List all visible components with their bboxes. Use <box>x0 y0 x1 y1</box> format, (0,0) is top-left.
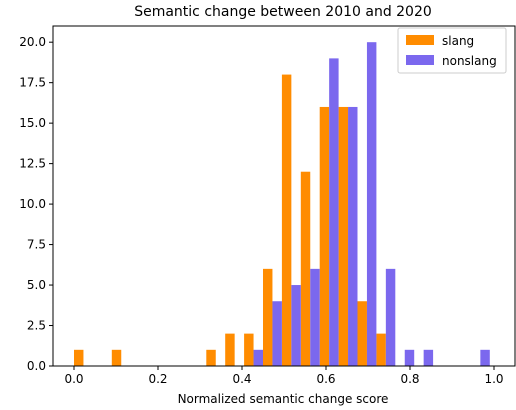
y-tick-label: 12.5 <box>19 157 46 171</box>
bar-nonslang-10 <box>272 301 282 366</box>
bar-slang-0 <box>74 349 84 366</box>
axes-group: 0.0 0.2 0.4 0.6 0.8 1.0 0.0 2.5 5.0 7.5 10.0 12.5 15… <box>19 25 516 386</box>
chart-title: Semantic change between 2010 and 2020 <box>134 4 432 20</box>
legend-label-slang: slang <box>442 34 474 48</box>
bar-slang-15 <box>357 301 367 366</box>
y-tick-label: 17.5 <box>19 76 46 90</box>
bar-nonslang-16 <box>385 268 396 366</box>
y-tick-label: 5.0 <box>27 278 46 292</box>
bar-nonslang-17 <box>404 349 415 366</box>
bar-nonslang-15 <box>366 42 377 366</box>
bar-nonslang-14 <box>348 106 358 366</box>
legend-swatch-nonslang <box>406 55 434 65</box>
bar-slang-7 <box>206 349 216 366</box>
bar-slang-12 <box>300 171 311 366</box>
bar-nonslang-13 <box>329 58 339 366</box>
bar-nonslang-9 <box>253 349 263 366</box>
bar-nonslang-18 <box>423 349 434 366</box>
bar-slang-10 <box>263 268 273 366</box>
y-tick-label: 10.0 <box>19 197 46 211</box>
x-axis-label: Normalized semantic change score <box>178 392 389 406</box>
x-tick-label: 0.0 <box>64 372 83 386</box>
x-tick-label: 1.0 <box>484 372 503 386</box>
y-tick-label: 15.0 <box>19 116 46 130</box>
plot-frame <box>52 25 516 367</box>
bar-slang-2 <box>111 349 122 366</box>
bar-slang-8 <box>225 333 235 366</box>
bar-slang-11 <box>281 74 292 367</box>
bar-nonslang-21 <box>480 349 490 366</box>
x-tick-label: 0.8 <box>400 372 419 386</box>
bar-slang-9 <box>244 333 254 366</box>
bar-slang-16 <box>376 333 386 366</box>
legend-label-nonslang: nonslang <box>442 54 497 68</box>
y-tick-label: 7.5 <box>27 238 46 252</box>
x-tick-label: 0.4 <box>232 372 251 386</box>
y-tick-label: 0.0 <box>27 359 46 373</box>
y-tick-label: 20.0 <box>19 35 46 49</box>
bar-slang-14 <box>338 106 349 366</box>
bars-group <box>74 42 490 367</box>
y-tick-label: 2.5 <box>27 319 46 333</box>
bar-slang-13 <box>319 106 330 366</box>
bar-nonslang-11 <box>291 285 301 366</box>
x-tick-label: 0.6 <box>316 372 335 386</box>
legend-swatch-slang <box>406 35 434 45</box>
x-tick-label: 0.2 <box>148 372 167 386</box>
bar-nonslang-12 <box>310 268 320 366</box>
legend: slang nonslang <box>397 27 507 74</box>
